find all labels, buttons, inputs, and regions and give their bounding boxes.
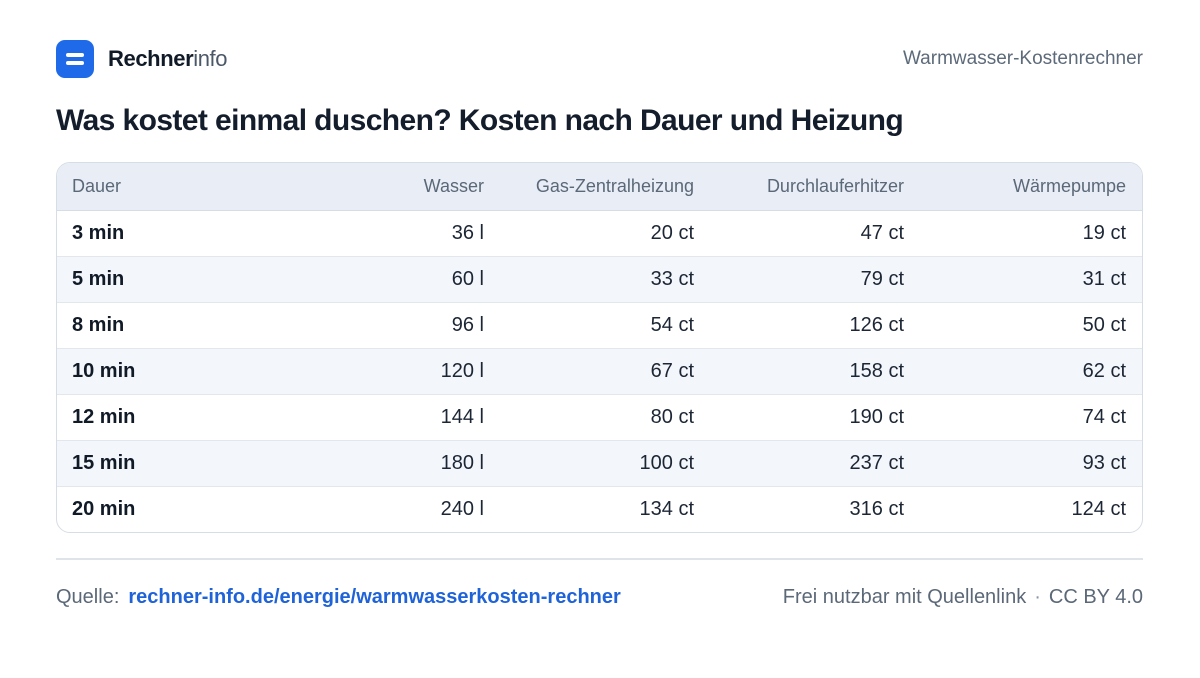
- header-gas-zentralheizung: Gas-Zentralheizung: [500, 163, 710, 211]
- cell-wasser: 144 l: [302, 394, 500, 441]
- license: Frei nutzbar mit Quellenlink · CC BY 4.0: [783, 586, 1143, 609]
- page-title: Was kostet einmal duschen? Kosten nach D…: [56, 104, 904, 137]
- cell-waermepumpe: 50 ct: [920, 302, 1142, 349]
- cell-dauer: 10 min: [57, 348, 302, 395]
- cell-wasser: 180 l: [302, 440, 500, 487]
- header-waermepumpe: Wärmepumpe: [920, 163, 1142, 211]
- cell-gas: 54 ct: [500, 302, 710, 349]
- header: Rechnerinfo Warmwasser-Kostenrechner: [56, 40, 1143, 78]
- table-row: 8 min 96 l 54 ct 126 ct 50 ct: [57, 302, 1142, 349]
- cell-wasser: 120 l: [302, 348, 500, 395]
- cost-table-container: Dauer Wasser Gas-Zentralheizung Durchlau…: [56, 162, 1143, 533]
- table-row: 5 min 60 l 33 ct 79 ct 31 ct: [57, 256, 1142, 303]
- cell-waermepumpe: 93 ct: [920, 440, 1142, 487]
- brand-name-light: info: [193, 46, 228, 71]
- source-label: Quelle:: [56, 585, 120, 608]
- license-name: CC BY 4.0: [1048, 585, 1143, 608]
- cell-durchlauferhitzer: 190 ct: [710, 394, 920, 441]
- menu-lines-icon: [56, 40, 94, 78]
- brand[interactable]: Rechnerinfo: [56, 40, 228, 78]
- cell-waermepumpe: 124 ct: [1071, 497, 1126, 520]
- table-row: 3 min 36 l 20 ct 47 ct 19 ct: [57, 210, 1142, 257]
- cell-gas: 67 ct: [500, 348, 710, 395]
- table-header-row: Dauer Wasser Gas-Zentralheizung Durchlau…: [57, 163, 1142, 211]
- cell-waermepumpe: 74 ct: [920, 394, 1142, 441]
- cell-wasser: 240 l: [440, 497, 484, 520]
- table-row: 15 min 180 l 100 ct 237 ct 93 ct: [57, 440, 1142, 487]
- cell-wasser: 36 l: [302, 210, 500, 257]
- cell-dauer: 20 min: [72, 497, 136, 520]
- footer: Quelle: rechner-info.de/energie/warmwass…: [56, 582, 1143, 612]
- header-wasser: Wasser: [302, 163, 500, 211]
- separator-dot: ·: [1034, 585, 1041, 608]
- cell-gas: 100 ct: [500, 440, 710, 487]
- cell-durchlauferhitzer: 316 ct: [849, 497, 904, 520]
- cell-durchlauferhitzer: 158 ct: [710, 348, 920, 395]
- cell-durchlauferhitzer: 79 ct: [710, 256, 920, 303]
- footer-divider: [56, 558, 1143, 560]
- cell-dauer: 5 min: [57, 256, 302, 303]
- cell-gas: 134 ct: [639, 497, 694, 520]
- cell-dauer: 3 min: [57, 210, 302, 257]
- cell-durchlauferhitzer: 126 ct: [710, 302, 920, 349]
- cell-waermepumpe: 31 ct: [920, 256, 1142, 303]
- license-text: Frei nutzbar mit Quellenlink: [782, 585, 1027, 608]
- brand-name-strong: Rechner: [108, 46, 194, 71]
- source: Quelle: rechner-info.de/energie/warmwass…: [56, 586, 621, 609]
- cell-durchlauferhitzer: 237 ct: [710, 440, 920, 487]
- cell-dauer: 12 min: [57, 394, 302, 441]
- table-row: 20 min 240 l 134 ct 316 ct 124 ct: [57, 486, 1142, 532]
- cell-dauer: 8 min: [57, 302, 302, 349]
- cell-gas: 33 ct: [500, 256, 710, 303]
- cell-wasser: 96 l: [302, 302, 500, 349]
- header-dauer: Dauer: [57, 163, 302, 211]
- source-link[interactable]: rechner-info.de/energie/warmwasserkosten…: [128, 585, 621, 608]
- cell-waermepumpe: 19 ct: [920, 210, 1142, 257]
- cell-wasser: 60 l: [302, 256, 500, 303]
- table-row: 12 min 144 l 80 ct 190 ct 74 ct: [57, 394, 1142, 441]
- cost-table: Dauer Wasser Gas-Zentralheizung Durchlau…: [57, 163, 1142, 532]
- brand-name: Rechnerinfo: [108, 46, 228, 72]
- calculator-name: Warmwasser-Kostenrechner: [902, 48, 1143, 69]
- cell-dauer: 15 min: [57, 440, 302, 487]
- cell-gas: 20 ct: [500, 210, 710, 257]
- cell-waermepumpe: 62 ct: [920, 348, 1142, 395]
- cell-durchlauferhitzer: 47 ct: [710, 210, 920, 257]
- table-row: 10 min 120 l 67 ct 158 ct 62 ct: [57, 348, 1142, 395]
- cell-gas: 80 ct: [500, 394, 710, 441]
- header-durchlauferhitzer: Durchlauferhitzer: [710, 163, 920, 211]
